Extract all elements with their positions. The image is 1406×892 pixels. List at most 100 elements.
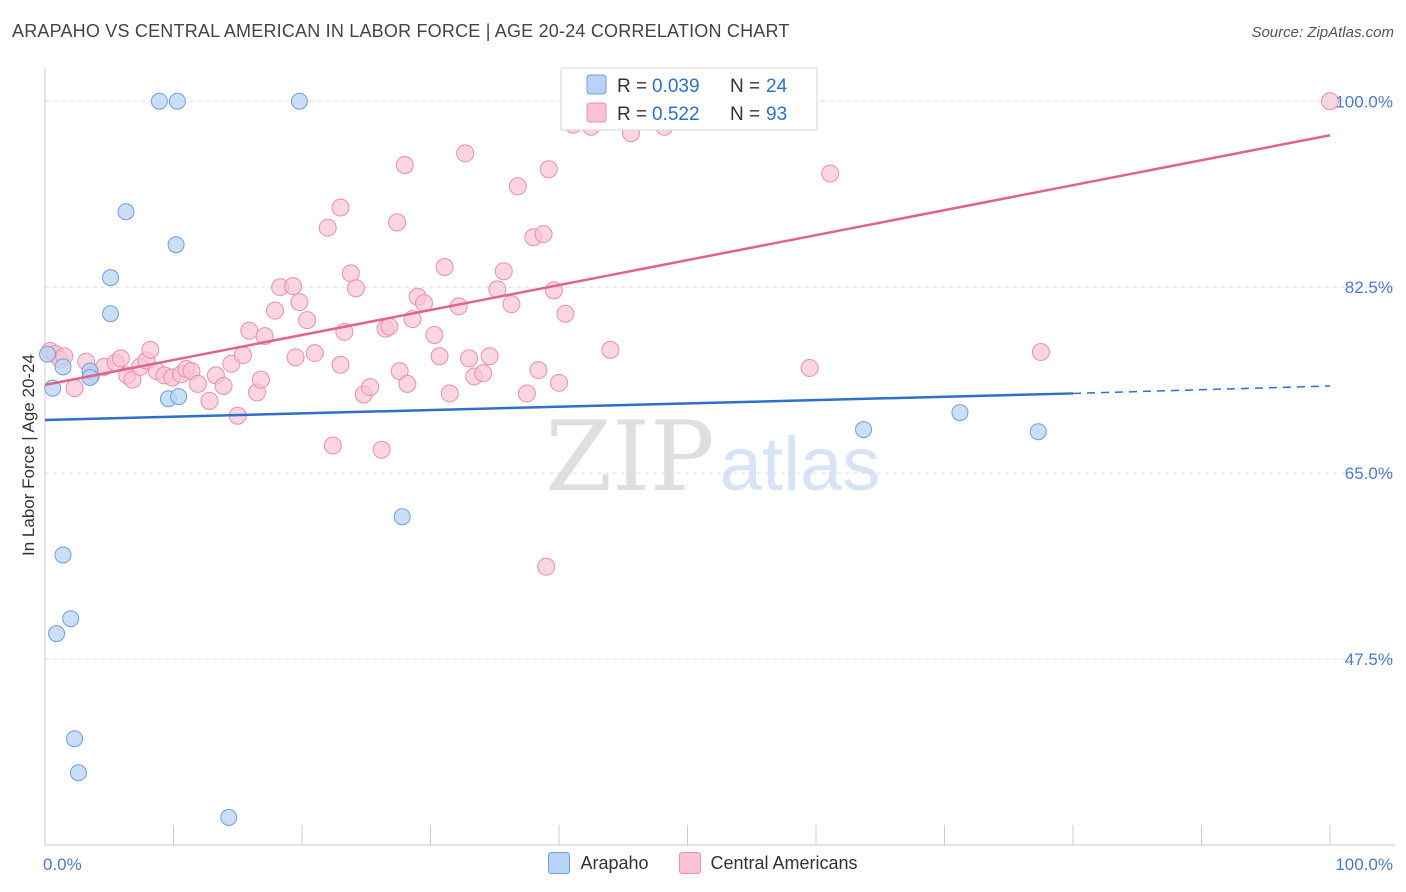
central-point-52: [398, 374, 417, 393]
central-point-58: [435, 258, 454, 276]
arapaho-point-7: [117, 203, 135, 221]
central-point-65: [480, 347, 499, 366]
y-tick-label-2: 82.5%: [1345, 278, 1393, 297]
arapaho-point-5: [102, 269, 120, 287]
chart-title: ARAPAHO VS CENTRAL AMERICAN IN LABOR FOR…: [12, 21, 790, 41]
arapaho-point-13: [170, 388, 188, 406]
legend-box: R = 0.039 N = 24 R = 0.522 N = 93: [560, 67, 818, 131]
legend-n-label-2: N =: [730, 104, 760, 125]
arapaho-point-8: [150, 92, 168, 110]
tick-labels: 47.5% 65.0% 82.5% 100.0% 0.0% 100.0%: [43, 92, 1393, 874]
legend-swatch-central: [586, 102, 607, 123]
y-tick-label-3: 100.0%: [1335, 92, 1393, 111]
central-point-62: [460, 349, 479, 368]
arapaho-point-12: [167, 236, 185, 254]
legend-n-label-1: N =: [730, 76, 760, 97]
bottom-legend-swatch-central: [678, 852, 701, 874]
central-point-36: [290, 293, 309, 312]
central-point-73: [534, 225, 553, 244]
central-point-74: [539, 160, 558, 179]
central-point-37: [298, 311, 317, 330]
trend-lines: [44, 134, 1331, 422]
central-point-21: [188, 374, 207, 393]
arapaho-point-9: [168, 92, 186, 110]
y-tick-label-1: 65.0%: [1345, 464, 1393, 483]
arapaho-trend-line: [44, 392, 1074, 422]
central-point-59: [440, 384, 459, 403]
arapaho-point-18: [66, 730, 84, 748]
central-point-41: [331, 355, 350, 374]
central-point-40: [323, 436, 342, 455]
arapaho-point-15: [54, 546, 72, 564]
bottom-legend: Arapaho Central Americans: [0, 852, 1406, 874]
central-point-61: [456, 144, 475, 163]
central-point-35: [286, 348, 305, 367]
legend-n-value-1: 24: [766, 76, 788, 97]
central-point-88: [1031, 343, 1050, 361]
central-point-27: [233, 346, 252, 365]
central-point-57: [430, 347, 449, 366]
central-point-47: [372, 440, 391, 459]
arapaho-point-10: [290, 92, 308, 110]
x-tick-label-1: 100.0%: [1335, 855, 1393, 874]
bottom-legend-label-central: Central Americans: [710, 852, 858, 873]
central-point-32: [266, 301, 285, 320]
central-point-50: [388, 213, 407, 232]
bottom-legend-item-arapaho: Arapaho: [548, 852, 649, 874]
arapaho-trend-extension: [1072, 385, 1331, 395]
bottom-legend-item-central: Central Americans: [678, 852, 858, 874]
y-axis-title: In Labor Force | Age 20-24: [19, 354, 38, 556]
central-point-24: [214, 377, 233, 395]
watermark-atlas: atlas: [720, 422, 881, 507]
arapaho-points: [39, 92, 1047, 826]
central-trend-line: [44, 134, 1331, 387]
legend-r-value-2: 0.522: [652, 104, 700, 125]
central-point-64: [474, 364, 493, 383]
central-point-70: [517, 384, 536, 403]
legend-swatch-arapaho: [586, 74, 607, 95]
central-point-92: [1321, 92, 1339, 111]
y-tick-label-0: 47.5%: [1345, 650, 1393, 669]
central-point-9: [111, 349, 130, 368]
central-point-68: [502, 295, 521, 314]
arapaho-point-23: [1029, 423, 1047, 441]
bottom-legend-swatch-arapaho: [548, 852, 571, 874]
legend-r-label-1: R =: [617, 76, 647, 97]
central-point-87: [821, 164, 840, 183]
central-point-91: [395, 156, 414, 174]
bottom-legend-label-arapaho: Arapaho: [580, 852, 649, 873]
central-point-34: [284, 277, 303, 296]
central-point-72: [529, 361, 548, 380]
central-point-22: [200, 391, 219, 410]
central-point-39: [318, 218, 337, 237]
central-point-67: [494, 262, 513, 281]
arapaho-point-19: [69, 764, 87, 782]
central-point-56: [425, 326, 444, 344]
central-point-28: [240, 321, 259, 340]
arapaho-point-14: [393, 508, 411, 526]
legend-r-label-2: R =: [617, 104, 647, 125]
x-tick-label-0: 0.0%: [43, 855, 82, 874]
central-point-85: [601, 340, 620, 359]
central-point-76: [550, 373, 568, 392]
central-point-44: [346, 279, 365, 298]
central-point-46: [361, 378, 380, 397]
central-point-4: [65, 379, 84, 398]
central-point-86: [800, 358, 819, 377]
arapaho-point-22: [951, 404, 969, 422]
central-point-30: [251, 370, 270, 389]
central-point-89: [537, 557, 556, 576]
arapaho-point-16: [62, 610, 80, 628]
central-point-69: [508, 177, 527, 196]
central-point-90: [331, 198, 350, 217]
arapaho-point-17: [48, 625, 66, 643]
arapaho-point-0: [39, 345, 57, 363]
central-point-14: [141, 340, 160, 359]
arapaho-point-21: [855, 421, 873, 439]
legend-n-value-2: 93: [766, 104, 787, 125]
arapaho-point-20: [220, 808, 238, 826]
central-point-38: [305, 344, 324, 363]
chart-source: Source: ZipAtlas.com: [1251, 24, 1394, 41]
legend-r-value-1: 0.039: [652, 76, 700, 97]
